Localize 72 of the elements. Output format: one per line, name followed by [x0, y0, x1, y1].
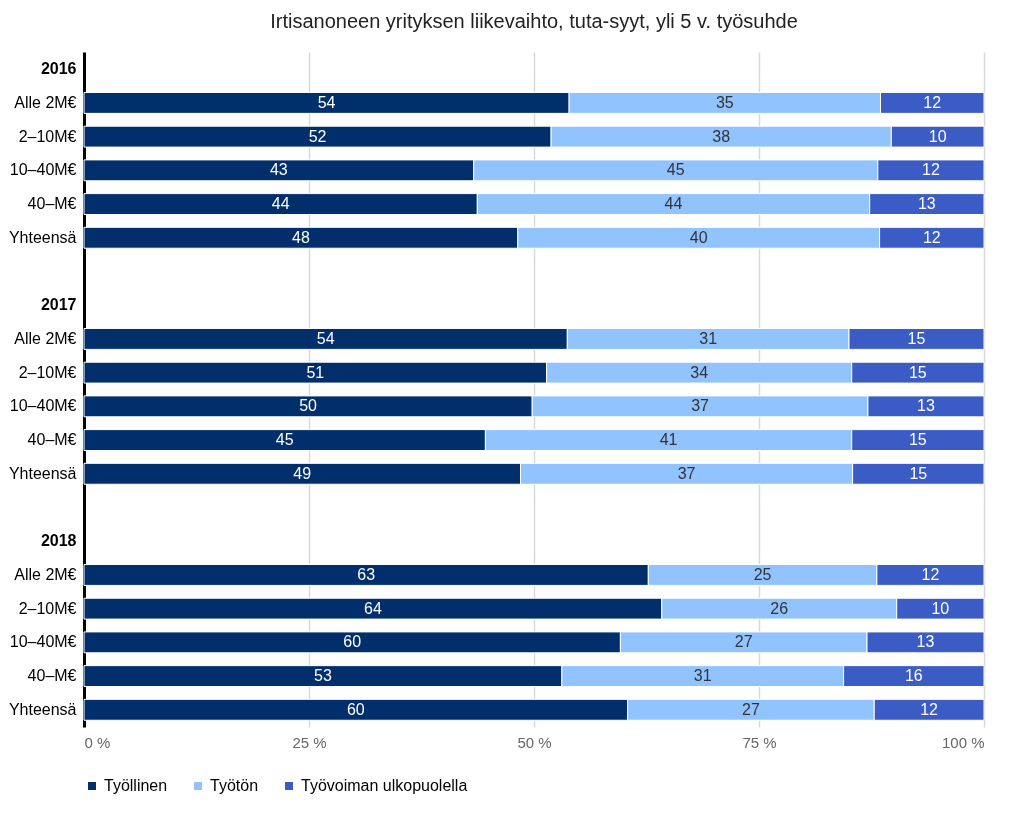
y-tick-label: Alle 2M€: [14, 329, 77, 347]
data-label: 12: [920, 700, 939, 718]
legend-label: Työllinen: [104, 777, 168, 794]
data-label: 37: [677, 464, 696, 482]
data-label: 15: [909, 464, 928, 482]
data-label: 15: [907, 329, 926, 347]
y-tick-label: 40–M€: [27, 195, 77, 213]
y-tick-label: 2–10M€: [18, 363, 77, 381]
y-tick-label: 40–M€: [27, 667, 77, 685]
data-label: 45: [275, 431, 294, 449]
data-label: 12: [922, 161, 940, 179]
data-label: 13: [917, 195, 936, 213]
data-label: 60: [346, 700, 365, 718]
data-label: 45: [666, 161, 685, 179]
data-label: 50: [299, 397, 318, 415]
data-label: 44: [271, 195, 290, 213]
data-label: 15: [908, 431, 927, 449]
data-label: 31: [693, 667, 712, 685]
y-tick-label: Yhteensä: [8, 700, 77, 718]
data-label: 48: [292, 228, 310, 246]
data-label: 15: [908, 363, 927, 381]
y-tick-label: 10–40M€: [9, 633, 77, 651]
data-label: 40: [689, 228, 708, 246]
y-tick-label: Yhteensä: [8, 464, 77, 482]
data-label: 13: [916, 633, 935, 651]
chart-title: Irtisanoneen yrityksen liikevaihto, tuta-syyt, yli 5 v. työsuhde: [270, 10, 798, 32]
data-label: 25: [753, 565, 772, 583]
data-label: 44: [664, 195, 683, 213]
y-tick-label: 2–10M€: [18, 127, 77, 145]
x-tick-label: 25 %: [292, 733, 327, 751]
x-tick-label: 100 %: [941, 733, 985, 751]
data-label: 35: [715, 93, 734, 111]
data-label: 34: [690, 363, 709, 381]
data-label: 12: [921, 565, 940, 583]
y-tick-label: 10–40M€: [9, 397, 77, 415]
y-tick-label: 2017: [40, 296, 77, 314]
data-label: 52: [308, 127, 327, 145]
y-tick-label: Alle 2M€: [14, 565, 77, 583]
y-tick-label: 2016: [40, 60, 77, 78]
y-tick-label: Yhteensä: [8, 228, 77, 246]
data-label: 12: [923, 93, 942, 111]
data-label: 41: [659, 431, 678, 449]
data-label: 10: [931, 599, 950, 617]
data-label: 31: [699, 329, 718, 347]
x-tick-label: 0 %: [84, 733, 111, 751]
y-tick-label: 2018: [40, 532, 77, 550]
y-tick-label: 2–10M€: [18, 599, 77, 617]
x-tick-label: 75 %: [742, 733, 777, 751]
data-label: 53: [314, 667, 332, 685]
data-label: 12: [922, 228, 941, 246]
data-label: 60: [343, 633, 362, 651]
data-label: 38: [712, 127, 731, 145]
y-tick-label: Alle 2M€: [14, 93, 77, 111]
data-label: 16: [904, 667, 923, 685]
data-label: 27: [742, 700, 760, 718]
data-label: 13: [917, 397, 935, 415]
data-label: 54: [317, 93, 336, 111]
y-tick-label: 40–M€: [27, 431, 77, 449]
data-label: 49: [293, 464, 312, 482]
legend-label: Työvoiman ulkopuolella: [301, 777, 468, 794]
data-label: 10: [928, 127, 947, 145]
data-label: 26: [770, 599, 789, 617]
data-label: 64: [364, 599, 382, 617]
legend-label: Työtön: [210, 777, 259, 794]
data-label: 27: [734, 633, 753, 651]
data-label: 43: [269, 161, 288, 179]
data-label: 37: [691, 397, 710, 415]
data-label: 51: [306, 363, 325, 381]
data-label: 63: [357, 565, 376, 583]
data-label: 54: [316, 329, 335, 347]
x-tick-label: 50 %: [517, 733, 552, 751]
y-tick-label: 10–40M€: [9, 161, 77, 179]
